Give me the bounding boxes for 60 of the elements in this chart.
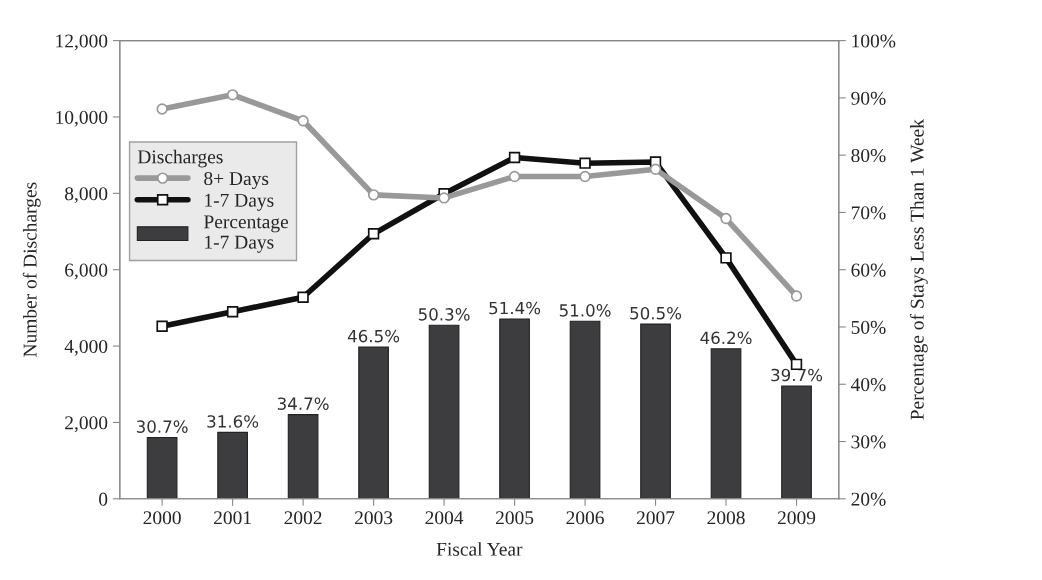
data-label: 30.7%: [136, 420, 188, 433]
x-tick-label: 2002: [284, 511, 322, 525]
point: [579, 170, 591, 183]
y-tick-label: 2,000: [65, 416, 108, 433]
point: [790, 290, 803, 302]
data-label: 39.7%: [771, 368, 823, 382]
y2-tick-label: 70%: [851, 206, 886, 220]
point: [156, 320, 168, 332]
x-tick-label: 2008: [707, 511, 745, 525]
point: [720, 252, 732, 264]
point: [579, 157, 591, 169]
y2-tick-label: 90%: [851, 91, 886, 105]
y2-tick-label: 40%: [851, 378, 886, 392]
y-tick-label: 12,000: [56, 34, 108, 51]
legend-label: Percentage 1-7 Days: [204, 215, 289, 253]
point: [720, 212, 732, 225]
point: [226, 89, 239, 101]
point: [367, 189, 380, 201]
point: [297, 291, 309, 303]
legend-label: 8+ Days: [204, 172, 269, 190]
point: [438, 192, 450, 204]
point: [156, 103, 168, 115]
y-tick-label: 4,000: [64, 339, 108, 356]
data-label: 50.5%: [630, 306, 682, 320]
x-tick-label: 2005: [495, 511, 534, 525]
y2-tick-label: 100%: [852, 34, 896, 48]
y-axis-title: Number of Discharges: [22, 182, 41, 357]
y2-tick-label: 80%: [851, 148, 886, 163]
point: [508, 151, 521, 164]
data-label: 51.4%: [489, 301, 541, 315]
data-label: 34.7%: [277, 397, 329, 410]
x-tick-label: 2007: [636, 511, 675, 525]
y2-tick-label: 20%: [851, 492, 886, 506]
x-tick-label: 2004: [425, 511, 464, 525]
x-tick-label: 2009: [777, 511, 816, 525]
point: [226, 306, 239, 318]
x-axis-title: Fiscal Year: [436, 542, 523, 556]
y2-tick-label: 60%: [851, 263, 886, 277]
legend-title: Discharges: [137, 149, 223, 168]
point: [297, 115, 309, 127]
point: [508, 170, 521, 183]
x-tick-label: 2006: [566, 511, 604, 525]
data-label: 46.2%: [700, 331, 752, 345]
x-tick-label: 2000: [143, 511, 181, 525]
data-label: 31.6%: [207, 415, 259, 428]
y2-axis-title: Percentage of Stays Less Than 1 Week: [909, 119, 928, 420]
legend-label: 1-7 Days: [205, 193, 274, 211]
y-tick-label: 0: [99, 492, 108, 506]
point: [367, 228, 380, 240]
x-tick-label: 2003: [355, 511, 393, 525]
point: [649, 163, 662, 175]
y-tick-label: 8,000: [65, 187, 108, 204]
y2-tick-label: 30%: [851, 435, 886, 449]
y-tick-label: 10,000: [56, 110, 108, 127]
data-label: 46.5%: [347, 329, 400, 343]
y2-tick-label: 50%: [851, 320, 886, 334]
data-label: 50.3%: [418, 308, 470, 321]
data-label: 51.0%: [559, 304, 611, 317]
y-tick-label: 6,000: [65, 263, 108, 280]
x-tick-label: 2001: [214, 511, 251, 525]
